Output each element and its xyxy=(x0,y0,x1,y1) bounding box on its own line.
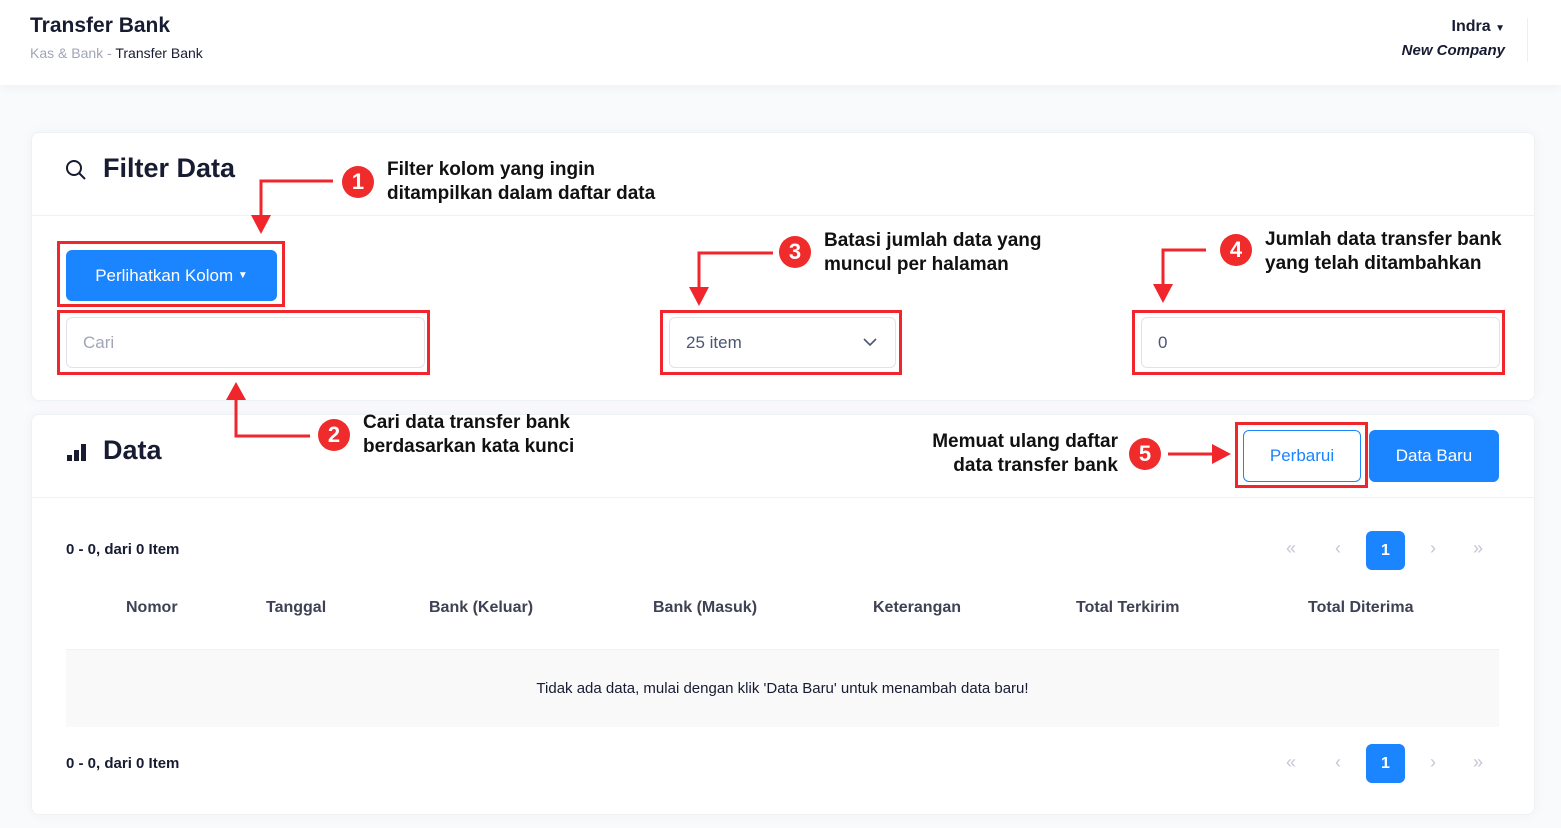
annotation-badge-2: 2 xyxy=(318,419,350,451)
next-page-button[interactable]: › xyxy=(1430,538,1436,558)
caret-down-icon: ▼ xyxy=(1495,23,1505,34)
annotation-box-5 xyxy=(1235,422,1368,488)
user-name: Indra xyxy=(1451,18,1491,35)
breadcrumb: Kas & Bank - Transfer Bank xyxy=(30,45,203,61)
top-bar xyxy=(0,0,1561,85)
divider xyxy=(32,497,1534,498)
annotation-badge-5: 5 xyxy=(1129,438,1161,470)
chevron-down-icon xyxy=(863,338,877,347)
breadcrumb-current: Transfer Bank xyxy=(115,45,203,61)
last-page-button[interactable]: » xyxy=(1473,538,1484,558)
annotation-badge-4: 4 xyxy=(1220,234,1252,266)
annotation-box-2 xyxy=(57,310,430,375)
search-icon xyxy=(66,160,86,180)
column-header[interactable]: Nomor xyxy=(126,599,178,616)
search-input[interactable]: Cari xyxy=(66,317,425,368)
refresh-button[interactable]: Perbarui xyxy=(1243,430,1361,482)
breadcrumb-kas-bank[interactable]: Kas & Bank xyxy=(30,45,104,61)
page-1-button[interactable]: 1 xyxy=(1366,744,1405,783)
breadcrumb-separator: - xyxy=(107,45,112,61)
empty-table-message: Tidak ada data, mulai dengan klik 'Data … xyxy=(66,649,1499,727)
column-header[interactable]: Bank (Keluar) xyxy=(429,599,534,616)
new-data-button[interactable]: Data Baru xyxy=(1369,430,1499,482)
column-header[interactable]: Bank (Masuk) xyxy=(653,599,758,616)
item-count-bottom: 0 - 0, dari 0 Item xyxy=(66,755,180,772)
filter-title: Filter Data xyxy=(103,153,236,183)
show-columns-button[interactable]: Perlihatkan Kolom ▼ xyxy=(66,250,277,301)
annotation-note-4: Jumlah data transfer bank yang telah dita… xyxy=(1265,229,1502,274)
prev-page-button[interactable]: ‹ xyxy=(1335,538,1341,558)
annotation-box-4 xyxy=(1132,310,1505,375)
first-page-button[interactable]: « xyxy=(1286,538,1297,558)
page-size-value: 25 item xyxy=(686,332,742,352)
annotation-note-5: Memuat ulang daftar data transfer bank xyxy=(932,431,1118,476)
column-header[interactable]: Total Terkirim xyxy=(1076,599,1180,616)
first-page-button[interactable]: « xyxy=(1286,752,1297,772)
user-menu[interactable]: Indra ▼ New Company xyxy=(1402,18,1505,59)
annotation-box-1 xyxy=(57,241,285,307)
divider xyxy=(1527,18,1528,62)
column-header[interactable]: Keterangan xyxy=(873,599,962,616)
column-header[interactable]: Tanggal xyxy=(266,599,327,616)
data-title: Data xyxy=(103,435,162,465)
annotation-note-3: Batasi jumlah data yang muncul per halama… xyxy=(824,230,1042,275)
prev-page-button[interactable]: ‹ xyxy=(1335,752,1341,772)
annotation-note-1: Filter kolom yang ingin ditampilkan dalam… xyxy=(387,159,656,204)
total-count-field: 0 xyxy=(1141,317,1500,368)
company-name: New Company xyxy=(1401,42,1505,59)
annotation-note-2: Cari data transfer bank berdasarkan kata … xyxy=(363,412,575,457)
column-header[interactable]: Total Diterima xyxy=(1308,599,1414,616)
next-page-button[interactable]: › xyxy=(1430,752,1436,772)
last-page-button[interactable]: » xyxy=(1473,752,1484,772)
annotation-badge-3: 3 xyxy=(779,236,811,268)
divider xyxy=(32,215,1534,216)
show-columns-label: Perlihatkan Kolom xyxy=(95,265,234,285)
annotation-box-3 xyxy=(660,310,902,375)
page-title: Transfer Bank xyxy=(30,14,171,37)
item-count-top: 0 - 0, dari 0 Item xyxy=(66,541,180,558)
page-size-select[interactable]: 25 item xyxy=(669,317,896,368)
caret-down-icon: ▼ xyxy=(237,270,248,281)
bar-chart-icon xyxy=(67,444,86,461)
annotation-badge-1: 1 xyxy=(342,166,374,198)
page-1-button[interactable]: 1 xyxy=(1366,531,1405,570)
